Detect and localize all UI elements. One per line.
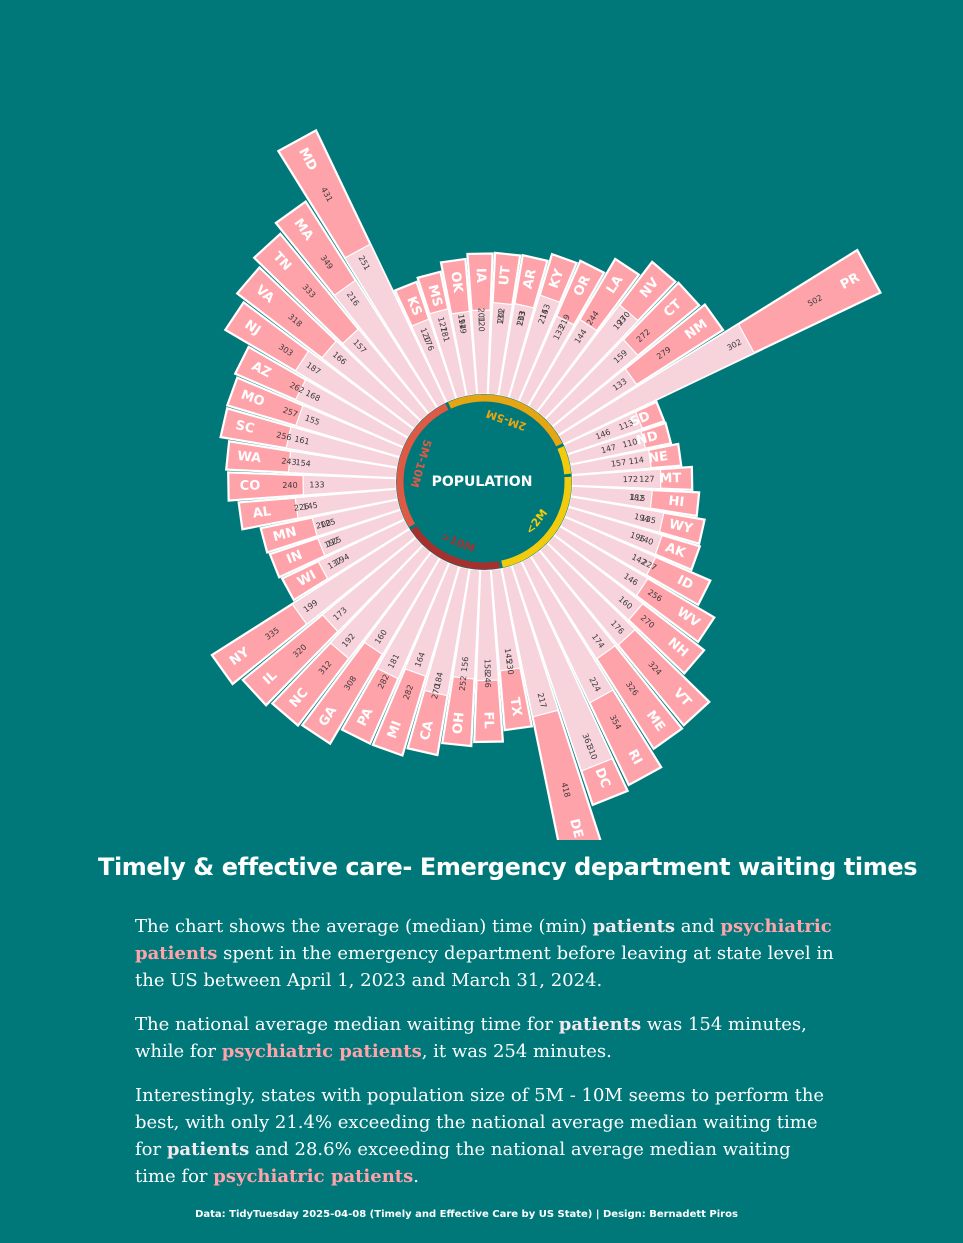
patient-value-label: 145 bbox=[503, 648, 514, 664]
state-label-wy: WY bbox=[667, 517, 694, 537]
state-label-ms: MS bbox=[425, 283, 445, 308]
state-label-tx: TX bbox=[507, 696, 524, 717]
state-label-ar: AR bbox=[521, 268, 540, 291]
state-label-ri: RI bbox=[625, 747, 645, 767]
psychiatric-value-label: 194 bbox=[456, 314, 467, 330]
state-label-sc: SC bbox=[234, 418, 256, 437]
patient-value-label: 114 bbox=[628, 455, 644, 466]
patient-value-label: 145 bbox=[302, 501, 318, 512]
state-label-ca: CA bbox=[418, 719, 437, 741]
state-label-nj: NJ bbox=[242, 317, 263, 338]
patient-bars-layer bbox=[285, 243, 755, 772]
description-paragraph-1: The chart shows the average (median) tim… bbox=[135, 916, 834, 991]
state-label-wa: WA bbox=[237, 449, 262, 466]
group-arc bbox=[396, 403, 449, 528]
state-label-ak: AK bbox=[663, 540, 688, 561]
psychiatric-value-label: 181 bbox=[439, 326, 452, 343]
state-label-ks: KS bbox=[403, 294, 424, 318]
patient-value-label: 161 bbox=[294, 434, 311, 446]
highlight-psychiatric: psychiatric patients bbox=[213, 1166, 414, 1187]
patient-value-label: 110 bbox=[621, 437, 638, 450]
patient-value-label: 217 bbox=[536, 692, 549, 709]
psychiatric-value-label: 172 bbox=[623, 475, 638, 484]
center-label: POPULATION bbox=[432, 474, 533, 490]
state-label-mi: MI bbox=[385, 719, 405, 741]
psychiatric-value-label: 226 bbox=[293, 502, 309, 513]
patient-value-label: 131 bbox=[496, 309, 507, 325]
group-arc bbox=[448, 394, 563, 447]
state-label-pa: PA bbox=[355, 706, 377, 729]
patient-value-label: 115 bbox=[630, 493, 646, 504]
highlight-patients: patients bbox=[166, 1139, 250, 1160]
state-label-co: CO bbox=[240, 478, 261, 493]
psychiatric-value-label: 240 bbox=[282, 481, 297, 490]
description-paragraph-2: The national average median waiting time… bbox=[135, 1014, 807, 1062]
psychiatric-value-label: 201 bbox=[476, 308, 485, 323]
psychiatric-value-label: 230 bbox=[504, 659, 515, 675]
state-label-ok: OK bbox=[447, 271, 465, 295]
psychiatric-value-label: 418 bbox=[559, 781, 572, 798]
group-arc bbox=[410, 525, 500, 570]
psychiatric-value-label: 203 bbox=[515, 310, 527, 327]
patient-value-label: 133 bbox=[515, 311, 527, 328]
patient-value-label: 135 bbox=[640, 513, 657, 525]
patient-value-label: 156 bbox=[460, 656, 471, 672]
group-arc bbox=[557, 446, 572, 475]
patient-value-label: 158 bbox=[483, 659, 492, 674]
patient-value-label: 127 bbox=[436, 316, 449, 333]
patient-value-label: 125 bbox=[319, 517, 336, 530]
highlight-patients: patients bbox=[558, 1014, 642, 1035]
highlight-psychiatric: psychiatric patients bbox=[221, 1041, 422, 1062]
patient-value-label: 120 bbox=[477, 316, 486, 331]
state-label-mn: MN bbox=[271, 524, 298, 545]
psychiatric-value-label: 243 bbox=[281, 456, 297, 467]
state-label-sd: SD bbox=[628, 409, 652, 430]
state-label-al: AL bbox=[252, 504, 272, 521]
state-label-dc: DC bbox=[591, 766, 612, 790]
highlight-patients: patients bbox=[592, 916, 676, 937]
state-label-mt: MT bbox=[659, 471, 681, 486]
patient-value-label: 184 bbox=[433, 671, 445, 688]
description-paragraph-3: Interestingly, states with population si… bbox=[135, 1085, 825, 1187]
psychiatric-value-label: 202 bbox=[496, 307, 507, 323]
source-caption: Data: TidyTuesday 2025-04-08 (Timely and… bbox=[195, 1209, 738, 1220]
psychiatric-value-label: 252 bbox=[458, 675, 469, 691]
state-label-in: IN bbox=[285, 548, 305, 568]
psychiatric-value-label: 270 bbox=[430, 683, 442, 700]
psychiatric-value-label: 200 bbox=[315, 518, 332, 531]
center-hole bbox=[396, 394, 572, 570]
description: The chart shows the average (median) tim… bbox=[135, 913, 835, 1207]
psychiatric-value-label: 246 bbox=[483, 672, 492, 687]
state-label-fl: FL bbox=[481, 711, 496, 728]
psychiatric-value-label: 194 bbox=[633, 512, 650, 524]
psychiatric-value-label: 182 bbox=[629, 493, 645, 504]
state-label-id: ID bbox=[675, 573, 696, 594]
patient-value-label: 154 bbox=[295, 458, 311, 469]
page-title: Timely & effective care- Emergency depar… bbox=[98, 853, 918, 881]
psychiatric-value-label: 147 bbox=[600, 443, 617, 456]
state-label-oh: OH bbox=[450, 711, 467, 734]
state-label-nd: ND bbox=[635, 429, 660, 449]
patient-value-label: 127 bbox=[639, 475, 654, 484]
group-arc bbox=[501, 476, 572, 568]
state-label-de: DE bbox=[566, 817, 586, 840]
state-label-ky: KY bbox=[547, 267, 568, 291]
state-label-hi: HI bbox=[668, 494, 685, 511]
psychiatric-value-label: 256 bbox=[275, 430, 292, 442]
patient-value-label: 119 bbox=[457, 318, 468, 334]
highlight-psychiatric: psychiatric patients bbox=[135, 916, 832, 964]
state-label-ia: IA bbox=[473, 268, 488, 283]
patient-value-label: 133 bbox=[309, 480, 324, 489]
state-label-ne: NE bbox=[647, 449, 669, 467]
state-label-ut: UT bbox=[497, 265, 514, 286]
psychiatric-value-label: 157 bbox=[610, 458, 626, 469]
